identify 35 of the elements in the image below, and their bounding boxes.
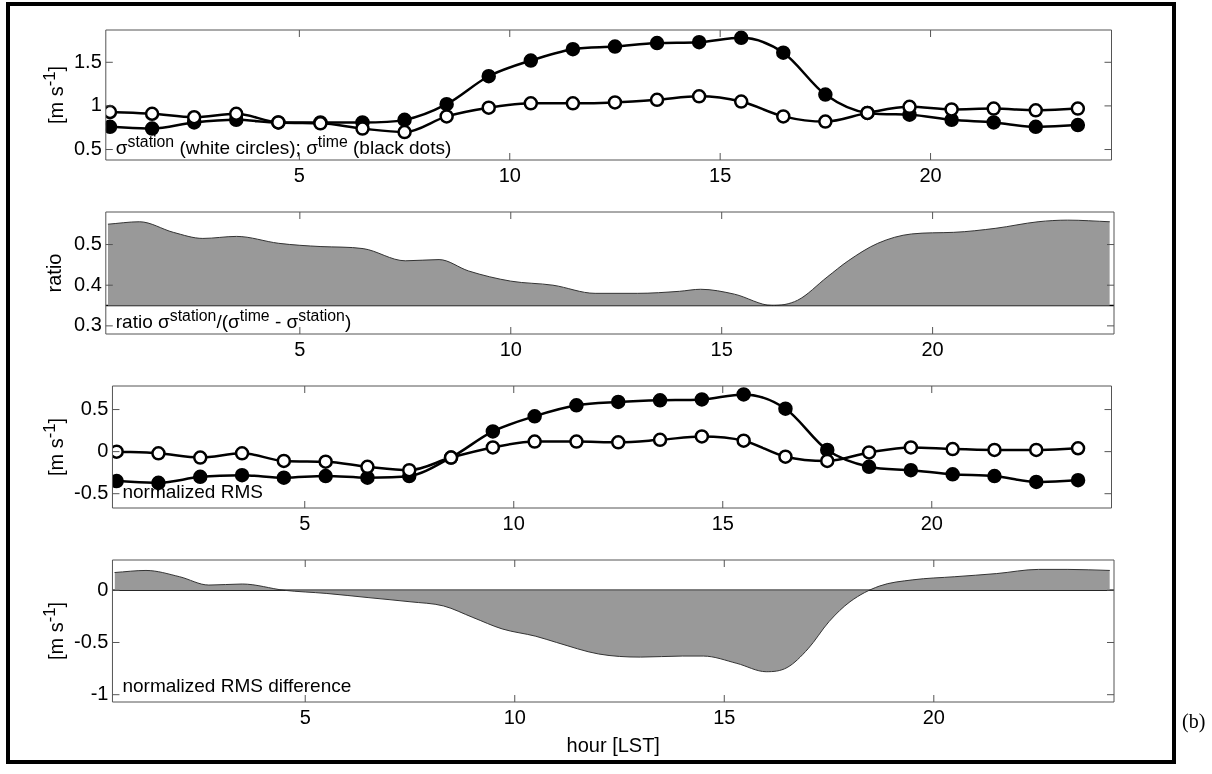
x-tick-label: 15: [710, 337, 733, 360]
x-tick-label: 10: [502, 511, 525, 534]
x-tick-label: 20: [922, 705, 945, 728]
y-tick-label: 1: [90, 93, 102, 116]
x-tick-label: 15: [713, 705, 736, 728]
annotation: σ$^{station}$ (white circles); σ$^{time}$ (black dots): [115, 133, 452, 160]
x-tick-label: 20: [920, 511, 943, 534]
annotation: normalized RMS difference: [122, 675, 352, 697]
x-tick-label: 10: [499, 337, 522, 360]
x-tick-label: 5: [299, 511, 311, 534]
y-tick-label: 1.5: [73, 49, 102, 72]
x-axis-title: hour [LST]: [566, 733, 660, 756]
y-tick-label: 0: [97, 577, 109, 600]
x-tick-label: 10: [503, 705, 526, 728]
text: (b): [1182, 710, 1206, 733]
x-tick-label: 10: [498, 163, 521, 186]
x-tick-label: 5: [299, 705, 311, 728]
annotation: normalized RMS: [122, 481, 263, 503]
x-tick-label: 5: [294, 337, 306, 360]
y-tick-label: 0.5: [73, 137, 102, 160]
y-tick-label: -0.5: [73, 630, 109, 652]
y-tick-label: 0: [97, 439, 109, 462]
y-tick-label: 0.5: [80, 397, 109, 420]
y-tick-label: -0.5: [73, 481, 109, 504]
x-tick-label: 20: [919, 163, 942, 186]
y-tick-label: 0.5: [73, 232, 102, 255]
x-tick-label: 5: [293, 163, 305, 186]
y-tick-label: 0.4: [73, 272, 102, 295]
y-tick-label: -1: [90, 682, 109, 705]
y-tick-label: 0.3: [73, 313, 102, 336]
annotation: ratio σ$^{station}$/(σ$^{time}$ - σ$^{station}$): [115, 307, 352, 334]
x-tick-label: 15: [709, 163, 732, 186]
x-tick-label: 20: [921, 337, 944, 360]
x-tick-label: 15: [711, 511, 734, 534]
y-axis-title: ratio: [42, 253, 66, 293]
